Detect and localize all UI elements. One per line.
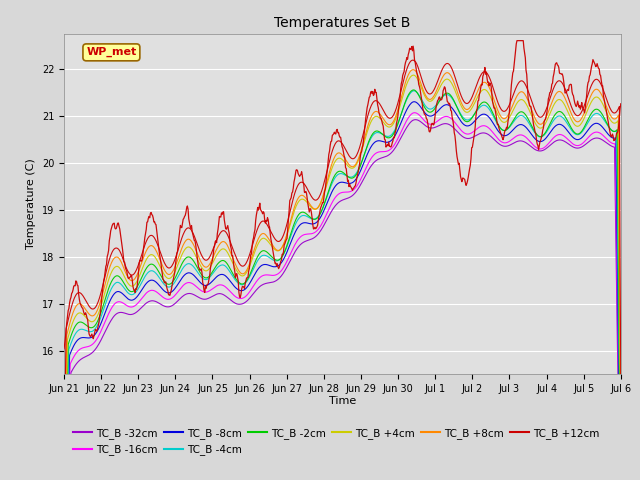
Legend: TC_B -32cm, TC_B -16cm, TC_B -8cm, TC_B -4cm, TC_B -2cm, TC_B +4cm, TC_B +8cm, T: TC_B -32cm, TC_B -16cm, TC_B -8cm, TC_B … [69,424,604,459]
Title: Temperatures Set B: Temperatures Set B [274,16,411,30]
X-axis label: Time: Time [329,396,356,406]
Text: WP_met: WP_met [86,47,136,58]
Y-axis label: Temperature (C): Temperature (C) [26,158,36,250]
